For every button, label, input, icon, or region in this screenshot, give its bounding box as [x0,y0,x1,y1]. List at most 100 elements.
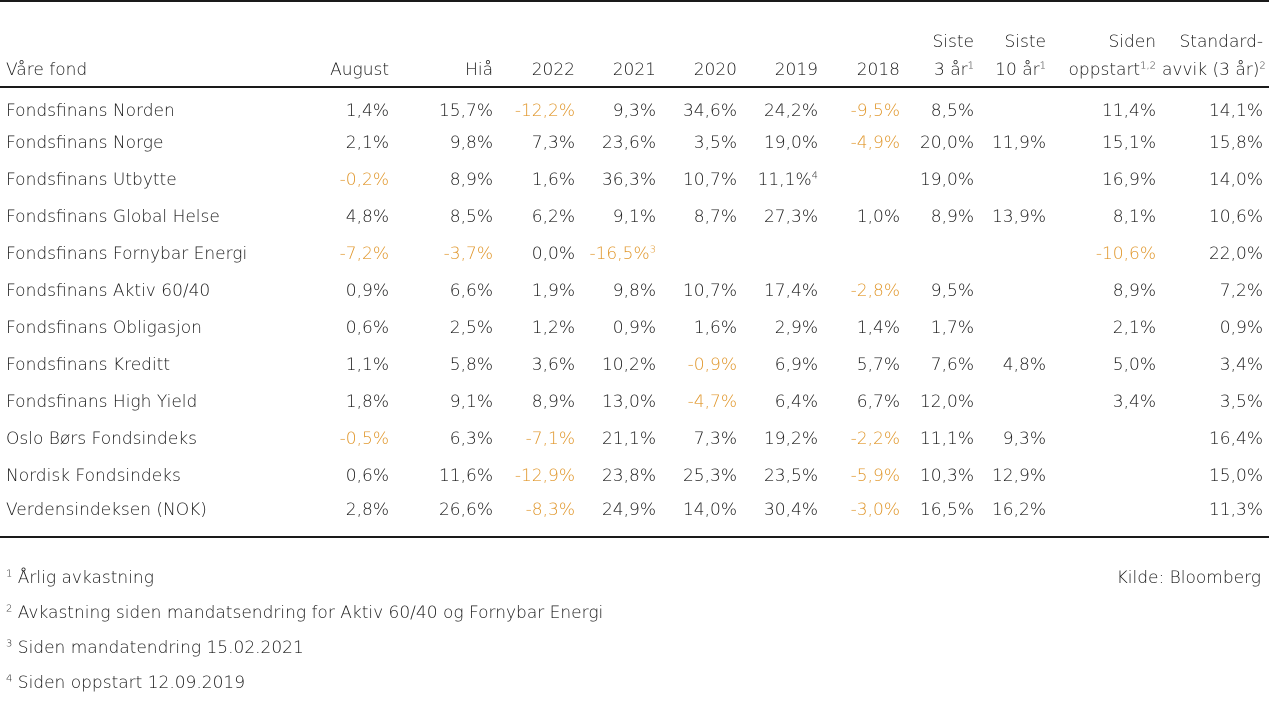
return-cell: 3,5% [1162,383,1269,420]
return-value: 1,4% [856,317,900,338]
return-cell: 20,0% [906,124,980,161]
return-cell: 0,6% [290,309,395,346]
return-value: 7,3% [693,428,737,449]
return-cell: -2,2% [824,420,906,457]
return-value: 2,9% [774,317,818,338]
return-value: 8,1% [1112,206,1156,227]
return-value: 19,0% [763,132,818,153]
return-value: 16,2% [991,500,1046,520]
fund-name: Verdensindeksen (NOK) [6,500,207,520]
return-cell: 12,0% [906,383,980,420]
return-cell: 4,8% [980,346,1052,383]
return-cell: 1,7% [906,309,980,346]
return-cell: 9,3% [581,87,662,124]
return-cell [980,87,1052,124]
return-value: 3,5% [1219,391,1263,412]
return-value: 1,6% [531,169,575,190]
column-header-footnote-ref: 1 [1039,60,1046,72]
return-value: 25,3% [682,465,737,486]
fund-name: Fondsfinans Obligasjon [6,317,202,338]
return-cell: 1,1% [290,346,395,383]
return-value: 27,3% [763,206,818,227]
return-value: -0,2% [339,169,389,190]
return-cell: 1,0% [824,198,906,235]
return-cell [743,235,824,272]
return-value: -3,0% [850,500,900,520]
footnote: 4 Siden oppstart 12.09.2019 [6,671,603,706]
return-cell: 10,7% [662,272,743,309]
return-cell: 27,3% [743,198,824,235]
return-value: 16,5% [919,500,974,520]
return-value: 24,2% [763,101,818,121]
return-cell: 8,5% [906,87,980,124]
return-cell: 17,4% [743,272,824,309]
return-value: 0,9% [1219,317,1263,338]
return-cell [980,309,1052,346]
return-cell [662,235,743,272]
return-cell: 5,0% [1052,346,1162,383]
column-header: Standard-avvik (3 år)2 [1162,28,1269,88]
table-row: Oslo Børs Fondsindeks -0,5% 6,3% -7,1% 21,1%… [0,420,1269,457]
return-value: -12,2% [514,101,575,121]
return-value: 11,1% [919,428,974,449]
table-row: Fondsfinans Norge 2,1% 9,8% 7,3% 23,6% 3,5% 19… [0,124,1269,161]
footnotes: 1 Årlig avkastning 2 Avkastning siden man… [6,566,603,706]
return-value: 26,6% [438,500,493,520]
return-value: 14,1% [1208,101,1263,121]
return-cell: 10,3% [906,457,980,494]
source-note: Kilde: Bloomberg [1116,568,1261,588]
return-cell: 8,5% [395,198,499,235]
footnote-number: 4 [6,673,13,685]
return-value: 8,5% [449,206,493,227]
return-value: 6,7% [856,391,900,412]
return-cell: 19,2% [743,420,824,457]
return-value: 1,6% [693,317,737,338]
return-value: 3,4% [1112,391,1156,412]
return-cell: 1,4% [824,309,906,346]
return-cell: 14,0% [1162,161,1269,198]
return-value: 13,9% [991,206,1046,227]
return-value: 0,6% [345,317,389,338]
column-header-line2: 2018 [856,60,900,80]
return-value: 3,4% [1219,354,1263,375]
return-cell: 6,6% [395,272,499,309]
return-cell: 3,6% [499,346,581,383]
return-value: 14,0% [682,500,737,520]
fund-returns-table: Våre fond August Hiå 2022 2021 2020 2019 2018 Si… [0,28,1269,538]
return-cell: 9,1% [395,383,499,420]
return-value: 1,4% [345,101,389,121]
return-cell [980,235,1052,272]
fund-name: Fondsfinans Utbytte [6,169,177,190]
table-row: Fondsfinans Obligasjon 0,6% 2,5% 1,2% 0,9% 1,… [0,309,1269,346]
header-row: Våre fond August Hiå 2022 2021 2020 2019 2018 Si… [0,28,1269,88]
return-value: 4,8% [345,206,389,227]
return-cell: 21,1% [581,420,662,457]
column-header: Våre fond [0,28,290,88]
return-value: 0,6% [345,465,389,486]
column-header-line2: 2022 [531,60,575,80]
return-cell: -2,8% [824,272,906,309]
return-value: 7,6% [930,354,974,375]
return-cell: 9,1% [581,198,662,235]
return-cell: 6,4% [743,383,824,420]
table-row: Fondsfinans Fornybar Energi -7,2% -3,7% 0,0… [0,235,1269,272]
return-cell: 24,9% [581,494,662,537]
return-cell: 24,2% [743,87,824,124]
return-value: 3,6% [531,354,575,375]
return-cell: 6,7% [824,383,906,420]
return-value: 23,5% [763,465,818,486]
column-header: Hiå [395,28,499,88]
return-cell: 11,3% [1162,494,1269,537]
return-cell: 2,5% [395,309,499,346]
return-value: 20,0% [919,132,974,153]
column-header: August [290,28,395,88]
return-value: 12,0% [919,391,974,412]
return-cell: 34,6% [662,87,743,124]
return-cell: 10,2% [581,346,662,383]
footnote: 3 Siden mandatendring 15.02.2021 [6,636,603,671]
column-header-footnote-ref: 1,2 [1140,60,1156,72]
column-header: 2022 [499,28,581,88]
return-cell: 0,6% [290,457,395,494]
return-cell: 9,8% [581,272,662,309]
table-body: Fondsfinans Norden 1,4% 15,7% -12,2% 9,3% 34,… [0,87,1269,537]
